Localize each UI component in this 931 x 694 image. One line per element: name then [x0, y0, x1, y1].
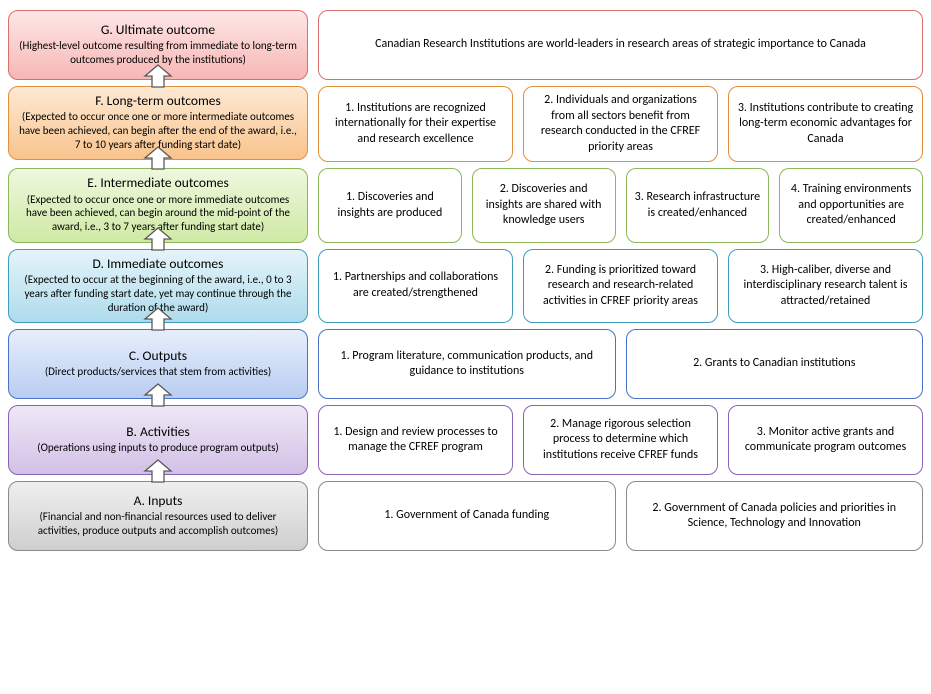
outcome-box: 2. Government of Canada policies and pri…: [626, 481, 924, 551]
level-title: G. Ultimate outcome: [19, 22, 297, 38]
outcome-box: 1. Design and review processes to manage…: [318, 405, 513, 475]
outcome-box: 2. Funding is prioritized toward researc…: [523, 249, 718, 323]
arrow-up-icon: [143, 307, 173, 331]
outcome-box: Canadian Research Institutions are world…: [318, 10, 923, 80]
level-title: C. Outputs: [19, 348, 297, 364]
outcome-box: 2. Grants to Canadian institutions: [626, 329, 924, 399]
outcomes-col: 1. Institutions are recognized internati…: [318, 86, 923, 162]
level-desc: (Expected to occur once one or more inte…: [19, 110, 297, 151]
outcomes-col: 1. Discoveries and insights are produced…: [318, 168, 923, 242]
arrow-up-icon: [143, 64, 173, 88]
outcome-box: 1. Discoveries and insights are produced: [318, 168, 462, 242]
level-desc: (Financial and non-financial resources u…: [19, 510, 297, 538]
level-title: F. Long-term outcomes: [19, 93, 297, 109]
level-title: E. Intermediate outcomes: [19, 175, 297, 191]
outcome-box: 2. Discoveries and insights are shared w…: [472, 168, 616, 242]
outcome-box: 3. Research infrastructure is created/en…: [626, 168, 770, 242]
outcome-box: 1. Program literature, communication pro…: [318, 329, 616, 399]
level-title: B. Activities: [19, 424, 297, 440]
outcome-box: 3. Institutions contribute to creating l…: [728, 86, 923, 162]
outcome-box: 2. Individuals and organizations from al…: [523, 86, 718, 162]
level-title: D. Immediate outcomes: [19, 256, 297, 272]
arrow-up-icon: [143, 459, 173, 483]
arrow-up-icon: [143, 227, 173, 251]
level-col: A. Inputs(Financial and non-financial re…: [8, 481, 308, 551]
level-desc: (Highest-level outcome resulting from im…: [19, 39, 297, 67]
outcome-box: 2. Manage rigorous selection process to …: [523, 405, 718, 475]
level-desc: (Operations using inputs to produce prog…: [19, 441, 297, 455]
outcomes-col: Canadian Research Institutions are world…: [318, 10, 923, 80]
outcome-box: 1. Partnerships and collaborations are c…: [318, 249, 513, 323]
outcomes-col: 1. Program literature, communication pro…: [318, 329, 923, 399]
arrow-up-icon: [143, 383, 173, 407]
level-desc: (Direct products/services that stem from…: [19, 365, 297, 379]
outcomes-col: 1. Government of Canada funding2. Govern…: [318, 481, 923, 551]
outcome-box: 3. High-caliber, diverse and interdiscip…: [728, 249, 923, 323]
outcomes-col: 1. Partnerships and collaborations are c…: [318, 249, 923, 323]
outcome-box: 1. Institutions are recognized internati…: [318, 86, 513, 162]
outcome-box: 3. Monitor active grants and communicate…: [728, 405, 923, 475]
outcomes-col: 1. Design and review processes to manage…: [318, 405, 923, 475]
level-title: A. Inputs: [19, 493, 297, 509]
outcome-box: 1. Government of Canada funding: [318, 481, 616, 551]
outcome-box: 4. Training environments and opportuniti…: [779, 168, 923, 242]
row-a: A. Inputs(Financial and non-financial re…: [8, 481, 923, 551]
logic-model-diagram: G. Ultimate outcome(Highest-level outcom…: [8, 10, 923, 551]
level-box-a: A. Inputs(Financial and non-financial re…: [8, 481, 308, 551]
arrow-up-icon: [143, 146, 173, 170]
